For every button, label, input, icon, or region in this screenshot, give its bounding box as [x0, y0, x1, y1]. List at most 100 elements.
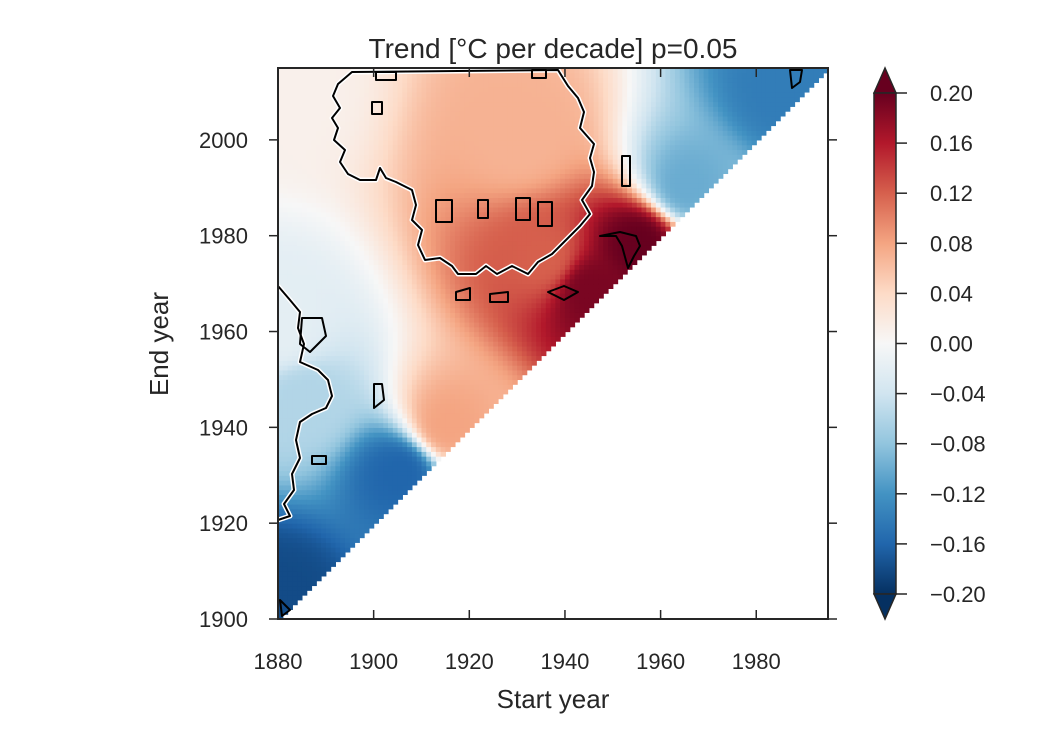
heatmap-cell — [526, 139, 533, 146]
heatmap-cell — [330, 341, 336, 347]
heatmap-cell — [407, 115, 413, 122]
heatmap-cell — [416, 436, 423, 443]
heatmap-cell — [450, 163, 456, 170]
heatmap-cell — [373, 456, 380, 462]
heatmap-cell — [488, 345, 494, 352]
heatmap-cell — [297, 168, 303, 175]
heatmap-cell — [502, 135, 509, 141]
heatmap-cell — [278, 360, 284, 366]
heatmap-cell — [340, 269, 346, 275]
heatmap-cell — [402, 192, 408, 198]
heatmap-cell — [364, 87, 370, 93]
heatmap-cell — [402, 441, 408, 448]
heatmap-cell — [316, 72, 322, 79]
heatmap-cell — [378, 504, 384, 510]
heatmap-cell — [459, 250, 466, 256]
heatmap-cell — [349, 345, 356, 352]
heatmap-cell — [378, 427, 384, 433]
heatmap-cell — [450, 403, 456, 409]
heatmap-cell — [316, 149, 322, 155]
heatmap-cell — [440, 412, 446, 419]
heatmap-cell — [378, 321, 384, 328]
heatmap-cell — [531, 307, 537, 313]
heatmap-cell — [368, 345, 375, 352]
heatmap-cell — [292, 360, 298, 366]
heatmap-cell — [521, 111, 528, 117]
heatmap-cell — [388, 293, 394, 299]
heatmap-cell — [469, 264, 475, 270]
heatmap-cell — [402, 72, 408, 79]
heatmap-cell — [306, 518, 313, 524]
heatmap-cell — [354, 494, 360, 500]
heatmap-cell — [545, 264, 552, 270]
heatmap-cell — [416, 120, 423, 127]
heatmap-cell — [521, 350, 528, 357]
heatmap-cell — [368, 393, 375, 400]
heatmap-cell — [426, 202, 432, 208]
heatmap-cell — [278, 513, 284, 519]
heatmap-cell — [287, 197, 293, 203]
heatmap-cell — [445, 436, 451, 443]
heatmap-cell — [426, 326, 432, 333]
heatmap-cell — [483, 91, 490, 98]
heatmap-cell — [464, 178, 470, 184]
heatmap-cell — [344, 389, 351, 395]
heatmap-cell — [383, 274, 389, 280]
heatmap-cell — [545, 120, 552, 127]
heatmap-cell — [340, 91, 346, 98]
heatmap-cell — [498, 321, 504, 328]
heatmap-cell — [498, 216, 504, 222]
heatmap-cell — [493, 96, 499, 103]
heatmap-cell — [297, 187, 303, 194]
heatmap-cell — [335, 297, 341, 304]
heatmap-cell — [344, 518, 351, 524]
heatmap-cell — [282, 532, 289, 539]
heatmap-cell — [435, 202, 442, 208]
heatmap-cell — [469, 139, 475, 146]
heatmap-cell — [364, 369, 370, 376]
heatmap-cell — [397, 101, 403, 107]
heatmap-cell — [402, 197, 408, 203]
heatmap-cell — [359, 187, 365, 194]
heatmap-cell — [359, 192, 365, 198]
heatmap-cell — [292, 566, 298, 572]
heatmap-cell — [306, 168, 313, 175]
heatmap-cell — [368, 360, 375, 366]
heatmap-cell — [321, 168, 327, 175]
heatmap-cell — [493, 135, 499, 141]
heatmap-cell — [454, 149, 461, 155]
heatmap-cell — [474, 341, 480, 347]
heatmap-cell — [354, 355, 360, 361]
heatmap-cell — [421, 350, 427, 357]
heatmap-cell — [316, 159, 322, 165]
heatmap-cell — [478, 221, 485, 227]
heatmap-cell — [454, 182, 461, 189]
heatmap-cell — [287, 230, 293, 237]
heatmap-cell — [474, 115, 480, 122]
heatmap-cell — [493, 168, 499, 175]
heatmap-cell — [306, 336, 313, 342]
heatmap-cell — [474, 221, 480, 227]
heatmap-cell — [311, 475, 317, 481]
heatmap-cell — [512, 245, 518, 251]
heatmap-cell — [488, 202, 494, 208]
heatmap-cell — [378, 475, 384, 481]
heatmap-cell — [325, 178, 332, 184]
heatmap-cell — [407, 240, 413, 246]
heatmap-cell — [536, 101, 542, 107]
heatmap-cell — [383, 278, 389, 285]
heatmap-cell — [359, 427, 365, 433]
heatmap-cell — [407, 125, 413, 131]
heatmap-cell — [378, 226, 384, 232]
heatmap-cell — [383, 412, 389, 419]
heatmap-cell — [469, 230, 475, 237]
heatmap-cell — [311, 274, 317, 280]
heatmap-cell — [344, 245, 351, 251]
heatmap-cell — [282, 221, 289, 227]
heatmap-cell — [388, 192, 394, 198]
heatmap-cell — [301, 182, 308, 189]
heatmap-cell — [445, 417, 451, 424]
heatmap-cell — [321, 192, 327, 198]
heatmap-cell — [502, 106, 509, 112]
heatmap-cell — [297, 489, 303, 496]
